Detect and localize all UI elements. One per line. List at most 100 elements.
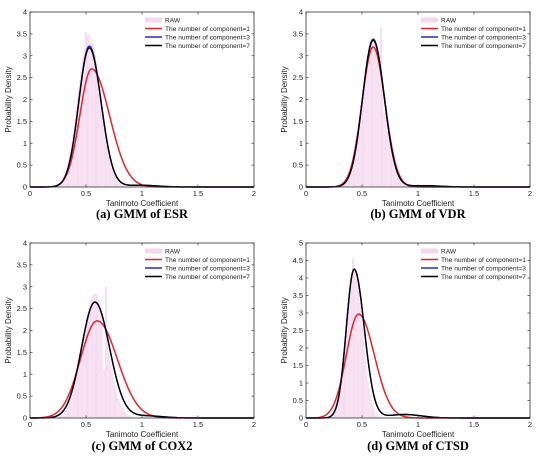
raw-histogram-bar bbox=[64, 171, 66, 187]
x-tick-label: 0 bbox=[304, 189, 308, 198]
y-tick-label: 2.5 bbox=[17, 304, 27, 313]
raw-histogram-bar bbox=[120, 405, 122, 418]
y-tick-label: 3 bbox=[23, 51, 27, 60]
raw-histogram-bar bbox=[65, 168, 67, 187]
y-axis-label: Probability Density bbox=[280, 297, 289, 363]
legend-entry-label: RAW bbox=[441, 248, 457, 255]
x-tick-label: 2 bbox=[528, 420, 532, 429]
y-tick-label: 2 bbox=[23, 95, 27, 104]
raw-histogram-bar bbox=[360, 103, 362, 187]
raw-histogram-bar bbox=[397, 175, 399, 187]
raw-histogram-bar bbox=[360, 314, 362, 418]
raw-histogram-bar bbox=[62, 413, 64, 418]
raw-histogram-bar bbox=[354, 267, 356, 418]
raw-histogram-bar bbox=[384, 112, 386, 187]
raw-histogram-bar bbox=[58, 416, 59, 418]
raw-histogram-bar bbox=[386, 120, 388, 187]
raw-histogram-bar bbox=[62, 177, 64, 187]
raw-histogram-bar bbox=[71, 396, 73, 418]
panel-caption: (c) GMM of COX2 bbox=[91, 439, 192, 453]
raw-histogram-bar bbox=[353, 258, 354, 418]
raw-histogram-bar bbox=[346, 177, 348, 187]
x-tick-label: 0.5 bbox=[81, 420, 91, 429]
raw-histogram-bar bbox=[398, 177, 400, 187]
raw-histogram-bar bbox=[375, 412, 377, 418]
raw-histogram-bar bbox=[121, 185, 123, 187]
raw-histogram-bar bbox=[372, 404, 373, 418]
panel-caption: (a) GMM of ESR bbox=[96, 207, 189, 221]
raw-histogram-bar bbox=[97, 296, 99, 418]
raw-histogram-bar bbox=[66, 164, 68, 187]
raw-histogram-bar bbox=[362, 326, 363, 418]
x-axis-label: Tanimoto Coefficient bbox=[106, 430, 179, 439]
raw-histogram-bar bbox=[127, 414, 129, 418]
raw-histogram-bar bbox=[63, 412, 65, 418]
raw-histogram-bar bbox=[404, 184, 406, 187]
legend-entry-label: The number of component=7 bbox=[441, 274, 526, 281]
raw-histogram-bar bbox=[116, 392, 118, 418]
y-tick-label: 3.5 bbox=[17, 260, 27, 269]
raw-histogram-bar bbox=[98, 299, 100, 418]
raw-histogram-bar bbox=[102, 369, 104, 418]
chart-panel-3: 0 0.5 1 1.5 2 0 0.5 1 1.5 2 2.5 3 3.5 4 Tanimoto Coeff… bbox=[4, 239, 256, 453]
raw-histogram-bar bbox=[108, 352, 110, 418]
raw-histogram-bar bbox=[79, 359, 81, 418]
raw-histogram-bar bbox=[74, 382, 76, 418]
x-tick-label: 0.5 bbox=[357, 189, 367, 198]
y-tick-label: 3.5 bbox=[293, 29, 303, 38]
x-tick-label: 2 bbox=[252, 189, 256, 198]
raw-histogram-bar bbox=[117, 396, 119, 418]
raw-histogram-bar bbox=[372, 42, 373, 187]
raw-histogram-bar bbox=[84, 31, 86, 187]
x-tick-label: 1.5 bbox=[469, 189, 479, 198]
raw-histogram-bar bbox=[363, 86, 364, 187]
raw-histogram-bar bbox=[359, 112, 361, 187]
raw-histogram-bar bbox=[109, 359, 111, 418]
raw-histogram-bar bbox=[375, 47, 377, 187]
raw-histogram-bar bbox=[102, 116, 104, 187]
raw-histogram-bar bbox=[345, 326, 347, 418]
raw-histogram-bar bbox=[357, 283, 359, 418]
raw-histogram-bar bbox=[89, 303, 91, 418]
raw-histogram-bar bbox=[117, 181, 119, 187]
raw-histogram-bar bbox=[340, 371, 342, 418]
x-tick-label: 0.5 bbox=[81, 189, 91, 198]
y-tick-label: 4 bbox=[23, 8, 27, 17]
raw-histogram-bar bbox=[382, 86, 384, 187]
raw-histogram-bar bbox=[75, 107, 77, 187]
legend-entry-label: The number of component=1 bbox=[165, 26, 250, 33]
raw-histogram-bar bbox=[116, 179, 118, 187]
panel-caption: (d) GMM of CTSD bbox=[367, 439, 469, 453]
y-tick-label: 4 bbox=[299, 8, 303, 17]
raw-histogram-bar bbox=[106, 286, 108, 418]
raw-histogram-bar bbox=[101, 313, 103, 418]
legend-entry-label: RAW bbox=[441, 17, 457, 24]
raw-histogram-bar bbox=[105, 286, 106, 418]
raw-histogram-bar bbox=[370, 44, 372, 188]
raw-histogram-bar bbox=[364, 78, 366, 187]
raw-histogram-bar bbox=[130, 416, 132, 418]
raw-histogram-bar bbox=[91, 296, 93, 418]
raw-histogram-bar bbox=[107, 147, 109, 187]
y-tick-label: 5 bbox=[299, 239, 303, 248]
raw-histogram-bar bbox=[342, 350, 344, 418]
raw-histogram-bar bbox=[99, 89, 101, 187]
raw-histogram-bar bbox=[107, 345, 109, 418]
raw-histogram-bar bbox=[87, 35, 88, 188]
raw-histogram-bar bbox=[366, 371, 368, 418]
raw-histogram-bar bbox=[373, 408, 375, 418]
y-tick-label: 4.5 bbox=[293, 256, 303, 265]
raw-histogram-bar bbox=[400, 179, 401, 187]
raw-histogram-bar bbox=[119, 402, 121, 418]
y-tick-label: 0.5 bbox=[293, 396, 303, 405]
raw-histogram-bar bbox=[126, 413, 128, 418]
raw-histogram-bar bbox=[74, 116, 76, 187]
raw-histogram-bar bbox=[96, 294, 97, 418]
raw-histogram-bar bbox=[66, 407, 68, 418]
raw-histogram-bar bbox=[112, 377, 114, 418]
legend-entry-label: RAW bbox=[165, 248, 181, 255]
raw-histogram-bar bbox=[359, 302, 361, 418]
raw-histogram-bar bbox=[129, 415, 131, 418]
raw-histogram-bar bbox=[99, 303, 101, 418]
